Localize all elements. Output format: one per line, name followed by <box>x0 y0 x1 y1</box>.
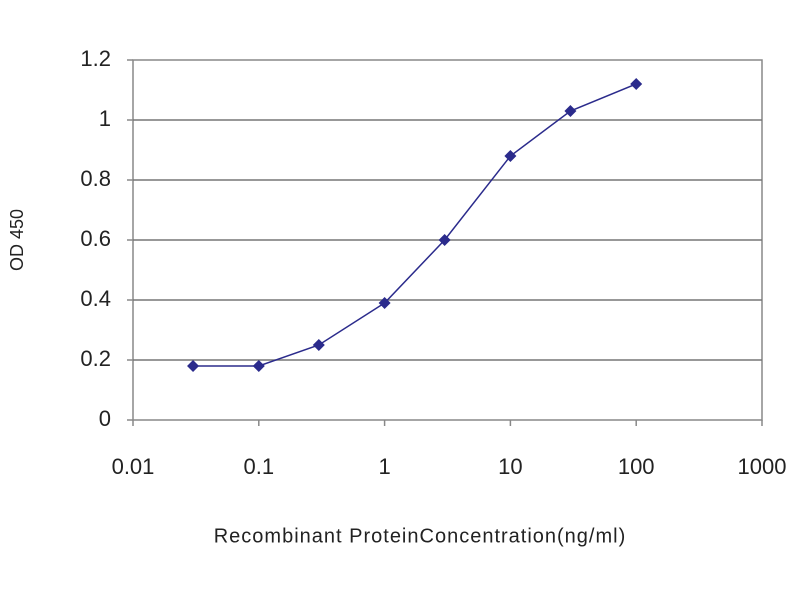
marker <box>504 150 517 162</box>
y-tick-label: 0.4 <box>80 286 111 311</box>
x-tick-label: 10 <box>498 454 522 479</box>
y-tick-label: 0.6 <box>80 226 111 251</box>
marker <box>438 234 451 246</box>
y-axis-label: OD 450 <box>7 209 27 271</box>
marker <box>378 297 391 309</box>
marker <box>252 360 265 372</box>
marker <box>312 339 325 351</box>
x-axis-label: Recombinant ProteinConcentration(ng/ml) <box>214 525 627 547</box>
x-tick-label: 1000 <box>738 454 787 479</box>
x-tick-label: 1 <box>378 454 390 479</box>
y-tick-label: 1 <box>99 106 111 131</box>
marker <box>630 78 643 90</box>
y-tick-label: 0.2 <box>80 346 111 371</box>
x-tick-label: 0.01 <box>112 454 155 479</box>
x-tick-label: 0.1 <box>244 454 275 479</box>
y-tick-label: 0.8 <box>80 166 111 191</box>
y-tick-label: 0 <box>99 406 111 431</box>
marker <box>187 360 200 372</box>
x-tick-label: 100 <box>618 454 655 479</box>
series-line <box>193 83 637 367</box>
marker <box>564 105 577 117</box>
y-tick-label: 1.2 <box>80 46 111 71</box>
